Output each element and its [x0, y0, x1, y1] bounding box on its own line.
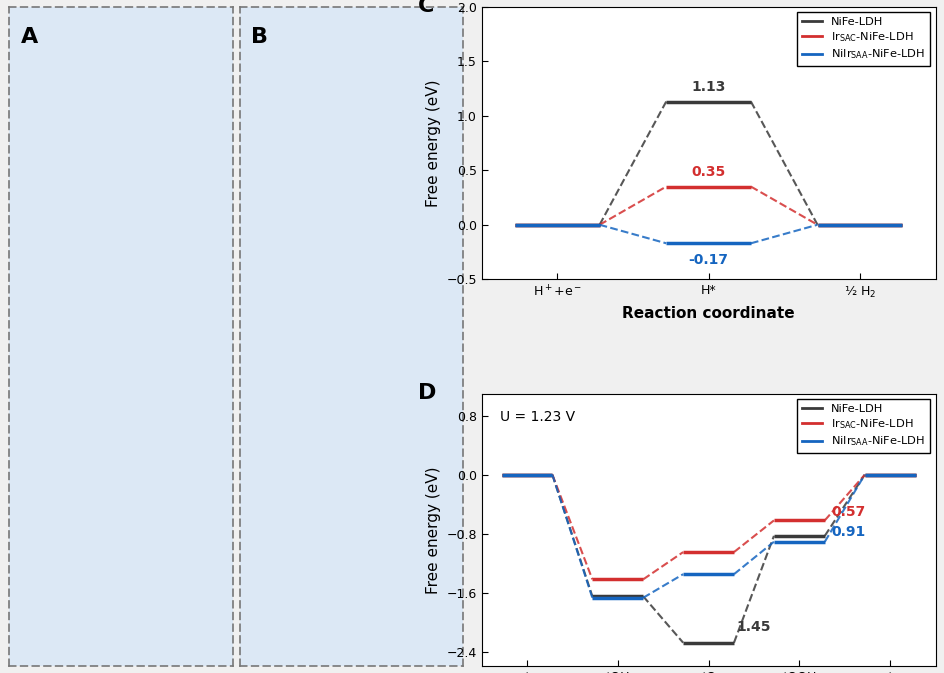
- Text: 1.45: 1.45: [736, 621, 770, 634]
- Text: 0.57: 0.57: [831, 505, 865, 519]
- X-axis label: Reaction coordinate: Reaction coordinate: [621, 306, 794, 321]
- Text: B: B: [251, 26, 268, 46]
- Text: 0.35: 0.35: [691, 165, 725, 179]
- Legend: NiFe-LDH, Ir$_{\mathrm{SAC}}$-NiFe-LDH, NiIr$_{\mathrm{SAA}}$-NiFe-LDH: NiFe-LDH, Ir$_{\mathrm{SAC}}$-NiFe-LDH, …: [797, 12, 929, 66]
- Text: D: D: [417, 383, 436, 403]
- Y-axis label: Free energy (eV): Free energy (eV): [425, 79, 440, 207]
- Text: C: C: [417, 0, 434, 16]
- Text: A: A: [21, 26, 38, 46]
- Y-axis label: Free energy (eV): Free energy (eV): [425, 466, 440, 594]
- Text: U = 1.23 V: U = 1.23 V: [499, 410, 574, 424]
- Text: 0.91: 0.91: [831, 525, 865, 539]
- Text: 1.13: 1.13: [691, 80, 725, 94]
- Text: -0.17: -0.17: [688, 253, 728, 267]
- Legend: NiFe-LDH, Ir$_{\mathrm{SAC}}$-NiFe-LDH, NiIr$_{\mathrm{SAA}}$-NiFe-LDH: NiFe-LDH, Ir$_{\mathrm{SAC}}$-NiFe-LDH, …: [797, 400, 929, 453]
